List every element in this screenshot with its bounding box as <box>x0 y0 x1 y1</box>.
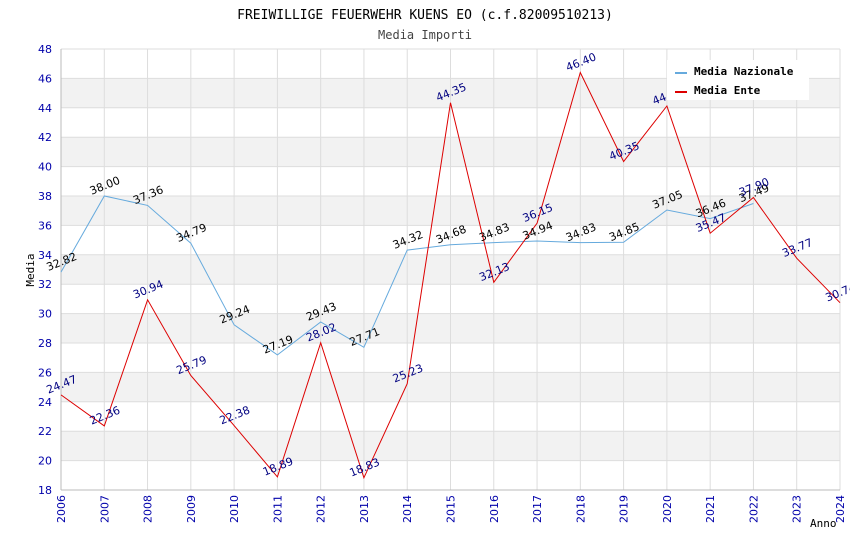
x-tick-label: 2021 <box>704 495 717 523</box>
y-tick-label: 20 <box>38 455 52 468</box>
chart-subtitle: Media Importi <box>378 28 472 42</box>
y-tick-label: 40 <box>38 161 52 174</box>
x-tick-label: 2017 <box>531 495 544 523</box>
series-lines <box>60 71 841 480</box>
y-tick-labels: 18 20 22 24 26 28 30 32 34 36 38 40 42 44 46 48 <box>38 43 52 497</box>
data-label: 34.68 <box>434 223 468 247</box>
y-tick-label: 46 <box>38 72 52 85</box>
series-line-0 <box>60 195 754 356</box>
legend-entry: Media Nazionale <box>694 65 794 78</box>
y-tick-label: 34 <box>38 249 52 262</box>
x-tick-labels: 2006 2007 2008 2009 2010 2011 2012 2013 2014 2015… <box>55 495 847 523</box>
x-tick-label: 2024 <box>834 495 847 523</box>
x-tick-label: 2013 <box>358 495 371 523</box>
y-tick-label: 18 <box>38 484 52 497</box>
y-tick-label: 22 <box>38 425 52 438</box>
y-tick-label: 30 <box>38 308 52 321</box>
x-tick-label: 2018 <box>574 495 587 523</box>
data-label: 46.40 <box>564 50 598 74</box>
y-tick-label: 24 <box>38 396 52 409</box>
x-tick-label: 2010 <box>228 495 241 523</box>
x-tick-label: 2015 <box>445 495 458 523</box>
y-tick-label: 38 <box>38 190 52 203</box>
series-line-1 <box>60 71 841 480</box>
x-tick-label: 2009 <box>185 495 198 523</box>
x-tick-label: 2007 <box>98 495 111 523</box>
x-axis-label: Anno <box>810 517 837 530</box>
y-tick-label: 42 <box>38 131 52 144</box>
x-tick-label: 2011 <box>271 495 284 523</box>
y-tick-label: 44 <box>38 102 52 115</box>
x-tick-label: 2012 <box>315 495 328 523</box>
y-axis-label: Media <box>24 253 37 286</box>
y-tick-label: 48 <box>38 43 52 56</box>
y-tick-label: 28 <box>38 337 52 350</box>
y-tick-label: 26 <box>38 366 52 379</box>
x-tick-label: 2016 <box>488 495 501 523</box>
y-tick-label: 36 <box>38 219 52 232</box>
legend-entry: Media Ente <box>694 84 761 97</box>
axes <box>60 49 840 491</box>
x-tick-label: 2020 <box>661 495 674 523</box>
data-label: 38.00 <box>88 174 122 198</box>
x-tick-label: 2006 <box>55 495 68 523</box>
y-tick-label: 32 <box>38 278 52 291</box>
data-label: 22.38 <box>218 403 252 427</box>
x-tick-label: 2023 <box>791 495 804 523</box>
x-tick-label: 2008 <box>142 495 155 523</box>
legend: Media Nazionale Media Ente <box>667 60 809 100</box>
x-tick-label: 2014 <box>401 495 414 523</box>
x-tick-label: 2022 <box>747 495 760 523</box>
legend-box <box>667 60 809 100</box>
chart-title: FREIWILLIGE FEUERWEHR KUENS EO (c.f.8200… <box>237 8 613 23</box>
x-tick-label: 2019 <box>618 495 631 523</box>
